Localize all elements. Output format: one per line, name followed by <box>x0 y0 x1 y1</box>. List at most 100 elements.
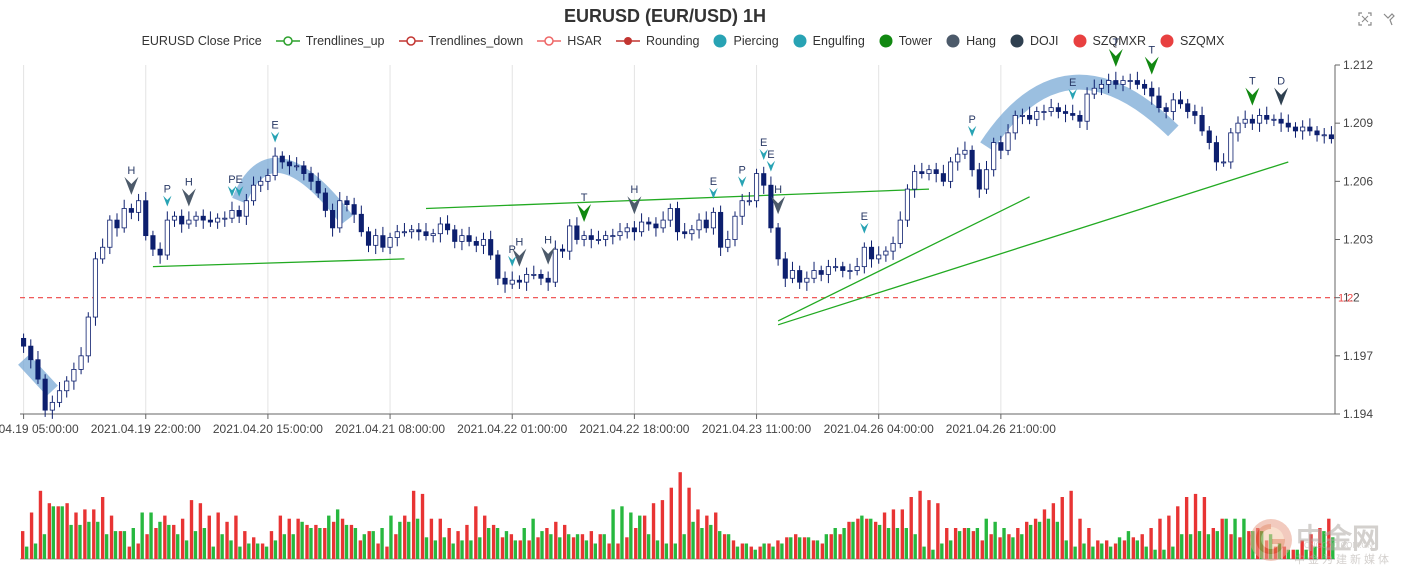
candle <box>1242 110 1248 129</box>
legend-item[interactable]: Trendlines_up <box>275 34 385 48</box>
legend-item[interactable]: EURUSD Close Price <box>136 34 262 48</box>
volume-bar-green <box>104 534 109 559</box>
volume-bar-green <box>629 512 633 559</box>
volume-bar-green <box>460 540 464 559</box>
candle-body <box>92 258 99 318</box>
volume-bar-red <box>1042 509 1047 559</box>
volume-bar-green <box>229 540 233 559</box>
candle-body <box>229 210 235 219</box>
legend-item[interactable]: Piercing <box>713 34 779 48</box>
candle-body <box>1221 161 1227 164</box>
candle <box>854 257 860 276</box>
legend-item[interactable]: Tower <box>879 34 932 48</box>
candle <box>639 213 645 237</box>
volume-bar-green <box>940 543 944 559</box>
legend-item[interactable]: Hang <box>946 34 996 48</box>
legend-item[interactable]: Engulfing <box>793 34 865 48</box>
volume-bar-green <box>1100 543 1104 559</box>
data-zoom-icon[interactable] <box>1382 12 1396 26</box>
legend-item[interactable]: Trendlines_down <box>398 34 523 48</box>
volume-bar-green <box>1215 531 1219 559</box>
volume-bar-red <box>1051 503 1056 559</box>
marker-label: T <box>1148 45 1155 57</box>
legend-item[interactable]: HSAR <box>537 34 602 48</box>
legend-item[interactable]: Rounding <box>615 34 699 48</box>
candle <box>380 226 386 253</box>
volume-bar-green <box>611 509 615 559</box>
candle-body <box>581 235 587 240</box>
volume-bar-green <box>69 524 73 559</box>
volume-bar-red <box>767 543 771 559</box>
candle <box>100 238 106 264</box>
candle-body <box>1027 115 1033 120</box>
volume-bar-green <box>1171 546 1175 559</box>
volume-bar-green <box>869 518 873 559</box>
candle <box>1213 135 1219 171</box>
candle-body <box>401 231 407 234</box>
candle-body <box>502 277 508 285</box>
volume-bar-green <box>789 537 793 559</box>
candle-body <box>761 173 767 186</box>
volume-bar-green <box>824 534 829 559</box>
volume-bar-red <box>749 546 753 559</box>
marker-label: H <box>774 184 782 196</box>
candle-body <box>28 345 34 361</box>
candle-body <box>818 270 824 275</box>
volume-bar-green <box>966 528 971 559</box>
volume-bar-green <box>389 515 393 559</box>
candle <box>107 215 113 255</box>
candle <box>1120 75 1126 92</box>
candle <box>876 246 882 264</box>
pattern-marker: P <box>967 114 977 137</box>
candle <box>136 193 142 222</box>
candle-body <box>437 223 443 235</box>
candle-body <box>531 273 537 276</box>
candle <box>631 221 637 241</box>
volume-bar-red <box>634 528 638 559</box>
candle <box>516 275 522 289</box>
legend-item[interactable]: SZQMXR <box>1073 34 1146 48</box>
volume-bar-green <box>300 521 304 559</box>
volume-bar-green <box>1073 546 1077 559</box>
volume-bar-green <box>1028 524 1033 559</box>
candle-body <box>538 273 544 279</box>
volume-bar-green <box>744 543 749 559</box>
candle <box>948 157 954 189</box>
candle-body <box>718 211 724 248</box>
y-tick-label: 1.203 <box>1343 233 1373 247</box>
volume-bar-red <box>554 521 558 559</box>
candle-body <box>1213 142 1219 163</box>
legend-item[interactable]: DOJI <box>1010 34 1059 48</box>
candle <box>1034 106 1040 127</box>
candle <box>1321 128 1327 144</box>
y-tick-label: 1.197 <box>1343 349 1373 363</box>
candle-body <box>42 378 48 411</box>
volume-bar-red <box>998 537 1002 559</box>
volume-bar-green <box>318 528 322 559</box>
volume-bar-green <box>1224 518 1228 559</box>
candle-body <box>1177 99 1184 105</box>
volume-bar-red <box>403 515 407 559</box>
candle <box>42 374 48 417</box>
marker-arrow-icon <box>771 196 786 215</box>
candle <box>401 223 407 237</box>
candle <box>868 240 875 268</box>
volume-bar-green <box>860 515 864 559</box>
volume-bar-green <box>1091 546 1095 559</box>
candle-body <box>797 270 803 283</box>
candle-body <box>631 227 637 233</box>
marker-label: H <box>515 237 523 249</box>
candle-body <box>1134 80 1140 85</box>
pattern-marker: P <box>508 244 517 267</box>
candle <box>718 205 724 256</box>
legend-item[interactable]: SZQMX <box>1160 34 1224 48</box>
volume-bar-green <box>984 518 988 559</box>
legend-symbol-icon <box>1010 34 1024 48</box>
restore-view-icon[interactable] <box>1358 12 1372 26</box>
marker-arrow-icon <box>124 176 139 195</box>
candle <box>703 211 709 233</box>
volume-bar-green <box>158 521 162 559</box>
candle <box>337 191 343 233</box>
volume-bar-red <box>21 531 25 559</box>
